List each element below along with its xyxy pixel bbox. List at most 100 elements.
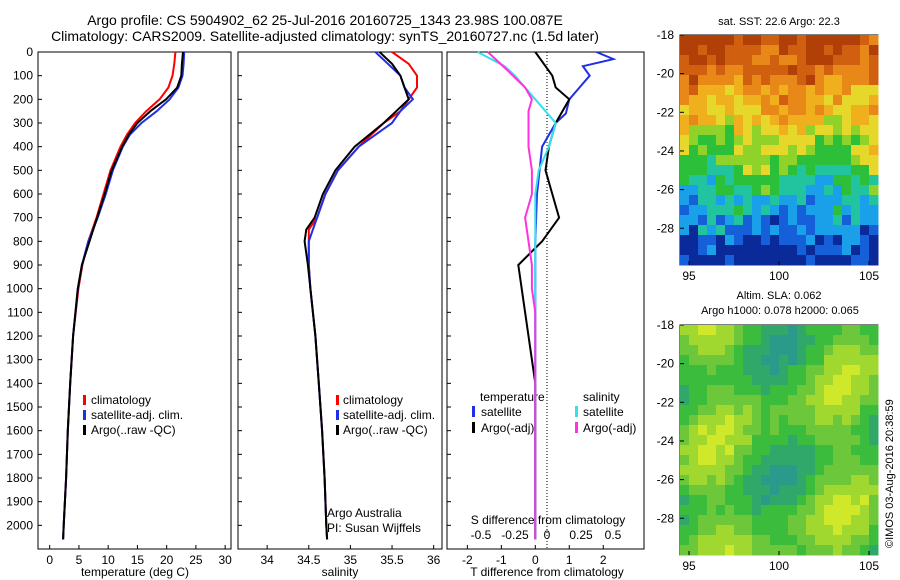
sla-cell	[689, 435, 699, 446]
sst-cell	[752, 235, 762, 246]
sla-cell	[761, 525, 771, 536]
sst-cell	[851, 185, 861, 196]
sst-cell	[698, 125, 708, 136]
sst-cell	[851, 55, 861, 66]
sla-cell	[779, 385, 789, 396]
sla-map-xtick-label: 105	[859, 559, 879, 573]
sst-cell	[761, 255, 771, 266]
sst-cell	[788, 225, 798, 236]
sst-cell	[788, 65, 798, 76]
sst-cell	[716, 145, 726, 156]
sst-cell	[734, 155, 744, 166]
sst-cell	[815, 145, 825, 156]
sla-cell	[689, 475, 699, 486]
sst-cell	[869, 75, 879, 86]
sla-cell	[860, 385, 870, 396]
sla-cell	[779, 465, 789, 476]
sla-cell	[869, 455, 879, 466]
sst-cell	[698, 185, 708, 196]
temperature-xtick-label: 30	[218, 553, 232, 567]
sla-cell	[770, 445, 780, 456]
sst-cell	[680, 225, 690, 236]
sla-cell	[788, 395, 798, 406]
sst-cell	[734, 195, 744, 206]
sla-cell	[707, 325, 717, 336]
sla-cell	[824, 355, 834, 366]
sst-cell	[725, 55, 735, 66]
sal-legend-label-argo: Argo(..raw -QC)	[343, 423, 428, 437]
sla-cell	[734, 535, 744, 546]
lines-layer	[62, 51, 617, 540]
sst-cell	[743, 155, 753, 166]
sst-cell	[689, 85, 699, 96]
sst-cell	[707, 185, 717, 196]
sla-cell	[743, 515, 753, 526]
sla-cell	[842, 435, 852, 446]
sla-cell	[698, 375, 708, 386]
sst-cell	[761, 75, 771, 86]
sst-cell	[806, 175, 816, 186]
sla-cell	[743, 465, 753, 476]
difference-panel-frame	[446, 51, 645, 550]
sla-cell	[770, 425, 780, 436]
sst-cell	[815, 165, 825, 176]
sla-cell	[725, 545, 735, 556]
sst-cell	[761, 175, 771, 186]
s-difference-tick-label: -0.5	[471, 528, 492, 542]
sst-cell	[824, 105, 834, 116]
depth-tick-label: 1700	[6, 447, 33, 461]
sst-cell	[824, 165, 834, 176]
sst-cell	[743, 75, 753, 86]
sla-cell	[734, 325, 744, 336]
sst-cell	[752, 45, 762, 56]
sst-cell	[806, 115, 816, 126]
sst-cell	[860, 115, 870, 126]
sla-cell	[761, 435, 771, 446]
sla-cell	[689, 525, 699, 536]
sst-cell	[734, 175, 744, 186]
sst-cell	[725, 115, 735, 126]
sla-cell	[770, 455, 780, 466]
sst-cell	[851, 145, 861, 156]
sst-cell	[833, 55, 843, 66]
salinity-xtick-label: 34.5	[297, 553, 321, 567]
sla-cell	[698, 405, 708, 416]
sla-cell	[725, 335, 735, 346]
sla-cell	[797, 505, 807, 516]
sla-cell	[770, 325, 780, 336]
sst-cell	[698, 235, 708, 246]
sst-cell	[842, 185, 852, 196]
sst-cell	[860, 235, 870, 246]
sla-cell	[716, 475, 726, 486]
sst-cell	[680, 125, 690, 136]
sst-map-xtick-label: 95	[682, 269, 696, 283]
sst-cell	[743, 225, 753, 236]
sla-cell	[752, 435, 762, 446]
sst-cell	[734, 75, 744, 86]
sla-cell	[806, 445, 816, 456]
sst-cell	[734, 165, 744, 176]
sst-cell	[716, 175, 726, 186]
sla-map-ytick-label: -24	[657, 434, 675, 448]
sst-cell	[743, 185, 753, 196]
s-difference-tick-label: 0.25	[569, 528, 593, 542]
sst-cell	[815, 105, 825, 116]
sla-cell	[806, 355, 816, 366]
sla-cell	[743, 485, 753, 496]
sla-cell	[806, 465, 816, 476]
sla-cell	[797, 385, 807, 396]
sst-cell	[788, 235, 798, 246]
sst-cell	[797, 245, 807, 256]
sla-cell	[716, 445, 726, 456]
sst-cell	[725, 105, 735, 116]
sla-cell	[806, 325, 816, 336]
sst-cell	[716, 165, 726, 176]
sla-cell	[743, 415, 753, 426]
sst-cell	[680, 205, 690, 216]
sla-cell	[869, 405, 879, 416]
sla-cell	[851, 535, 861, 546]
sla-cell	[833, 485, 843, 496]
sla-cell	[779, 355, 789, 366]
sla-cell	[734, 465, 744, 476]
sla-cell	[707, 505, 717, 516]
